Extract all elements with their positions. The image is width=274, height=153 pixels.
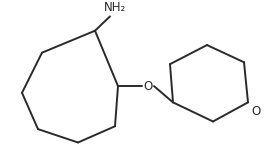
Text: O: O	[143, 80, 153, 93]
Text: NH₂: NH₂	[104, 2, 126, 15]
Text: O: O	[251, 105, 261, 118]
